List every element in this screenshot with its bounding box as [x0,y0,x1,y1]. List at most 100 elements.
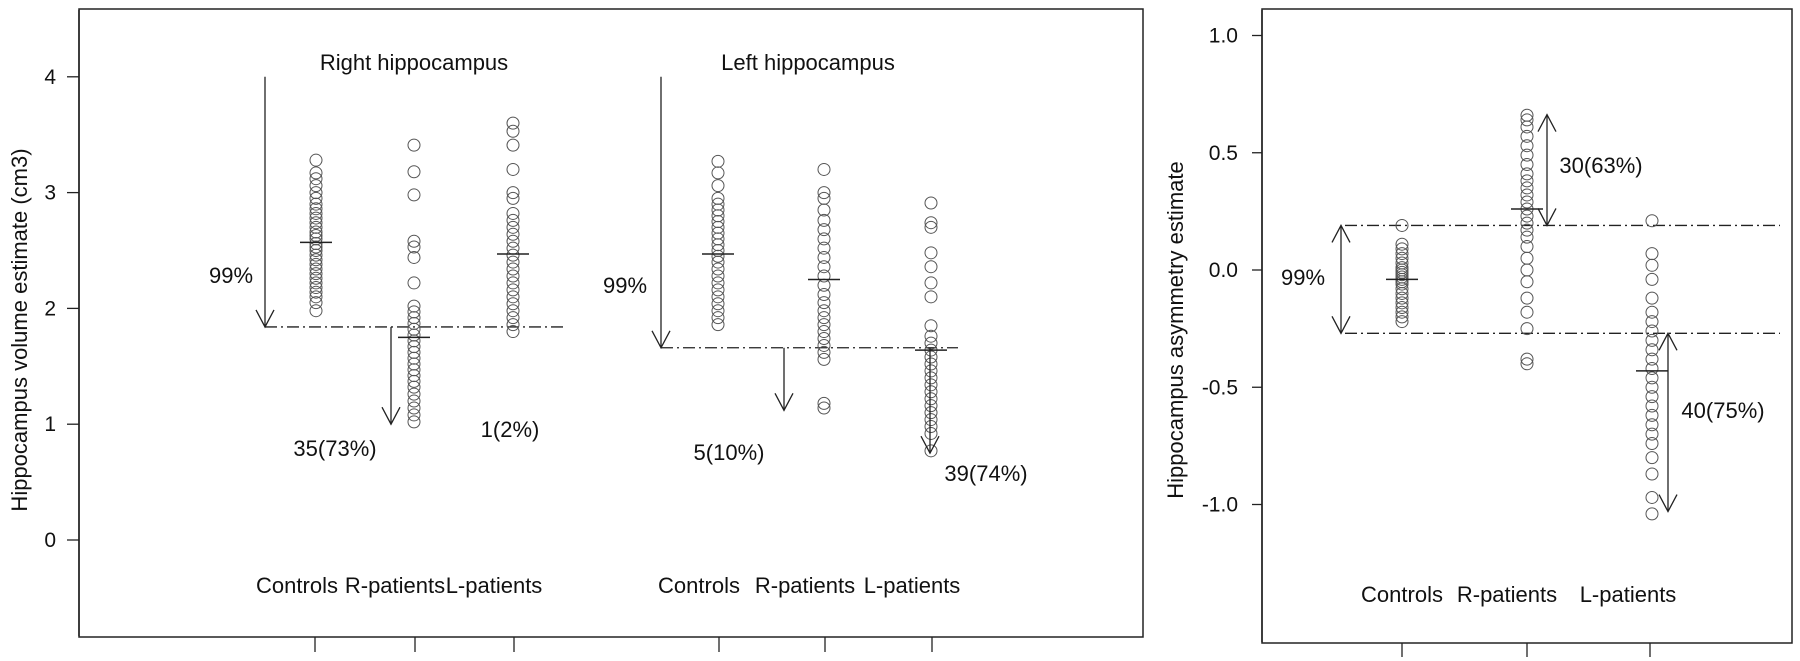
y-tick-label: 0.0 [1209,259,1238,282]
controls-point [309,166,323,180]
l-patients-point [924,378,938,392]
group-label: R-patients [755,573,855,598]
l-patients-count-label: 1(2%) [481,417,540,442]
asymmetry-chart: 1.0 0.5 0.0 -0.5 -1.0 Hippocampus asymmetry e… [1163,8,1793,657]
y-tick-label: 4 [44,66,56,89]
l-patients-point [1645,361,1659,375]
r-patients-point [817,260,831,274]
l-patients-point [1645,315,1659,329]
r-patients-point [817,345,831,359]
y-axis-label: Hippocampus volume estimate (cm3) [7,148,32,511]
controls-point [309,191,323,205]
controls-point [711,166,725,180]
controls-point [1395,310,1409,324]
l-patients-point [506,297,520,311]
l-patients-point [506,138,520,152]
r-patients-point [1520,240,1534,254]
l-patients-point [506,213,520,227]
l-patients-point [924,336,938,350]
r-patients-point [407,138,421,152]
controls-point [309,206,323,220]
r-patients-point [817,396,831,410]
r-patients-count-arrow-head [774,392,794,412]
r-patients-point [407,401,421,415]
r-patients-count-arrow-head-top [1537,113,1557,132]
r-patients-count-arrow-head-bottom [1537,208,1557,227]
reference-range-arrow-head-top [1331,224,1351,243]
controls-point [711,318,725,332]
l-patients-point [924,196,938,210]
controls-point [711,290,725,304]
group-r-patients: R-patients [755,162,855,598]
l-patients-point [506,290,520,304]
l-patients-point [924,350,938,364]
r-patients-point [1520,263,1534,277]
controls-point [309,153,323,167]
group-l-patients: L-patients [1580,214,1676,607]
l-patients-point [1645,437,1659,451]
l-patients-point [506,325,520,339]
l-patients-point [924,444,938,458]
controls-point [309,262,323,276]
group-r-patients: R-patients [345,138,445,598]
group-label: R-patients [345,573,445,598]
controls-point [1395,261,1409,275]
controls-point [309,186,323,200]
r-patients-count-arrow-head [381,406,401,426]
r-patients-point [817,269,831,283]
l-patients-point [1645,490,1659,504]
reference-percent-label: 99% [603,273,647,298]
r-patients-point [817,318,831,332]
controls-point [309,228,323,242]
controls-point [309,276,323,290]
r-patients-point [407,276,421,290]
r-patients-point [817,223,831,237]
controls-point [1395,291,1409,305]
y-tick-label: 3 [44,182,56,205]
l-patients-point [506,186,520,200]
r-patients-point [817,232,831,246]
controls-point [1395,305,1409,319]
l-patients-point [1645,427,1659,441]
r-patients-point [1520,357,1534,371]
controls-point [309,220,323,234]
controls-point [711,297,725,311]
r-patients-point [817,186,831,200]
r-patients-point [1520,188,1534,202]
l-patients-point [506,162,520,176]
r-patients-point [407,408,421,422]
l-patients-point [506,318,520,332]
controls-point [309,267,323,281]
r-patients-point [817,352,831,366]
r-patients-point [817,338,831,352]
l-patients-point [506,283,520,297]
r-patients-point [407,234,421,248]
r-patients-point [407,240,421,254]
volume-chart: 012345Hippocampus volume estimate (cm3)R… [7,8,1144,652]
l-patients-point [924,371,938,385]
r-patients-point [1520,139,1534,153]
l-patients-count-arrow-head-bottom [1658,494,1678,513]
controls-point [1395,242,1409,256]
r-patients-point [1520,195,1534,209]
y-tick-label: 1 [44,413,56,436]
controls-point [309,304,323,318]
r-patients-point [1520,223,1534,237]
l-patients-point [924,357,938,371]
l-patients-point [1645,324,1659,338]
l-patients-point [924,329,938,343]
r-patients-point [817,401,831,415]
y-tick-label: 0.5 [1209,142,1238,165]
r-patients-point [1520,352,1534,366]
reference-percent-label: 99% [1281,265,1325,290]
l-patients-point [506,220,520,234]
controls-point [309,211,323,225]
controls-point [1395,301,1409,315]
r-patients-point [1520,120,1534,134]
controls-point [309,285,323,299]
l-patients-point [1645,371,1659,385]
controls-point [1395,218,1409,232]
plot-frame [78,8,1144,638]
controls-point [711,197,725,211]
